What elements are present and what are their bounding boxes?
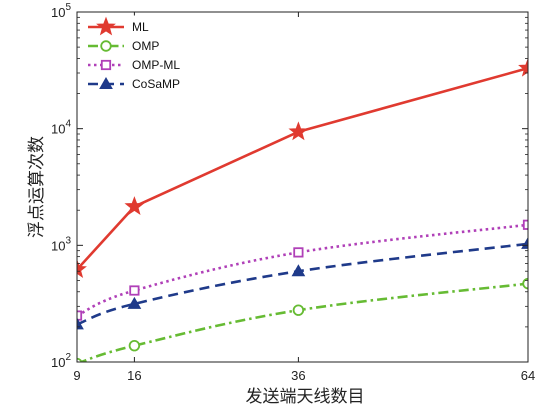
legend-item: ML	[88, 16, 149, 36]
series-line	[77, 282, 528, 362]
data-point	[292, 304, 305, 316]
y-tick-label: 105	[51, 2, 71, 20]
data-point	[77, 357, 83, 362]
legend-label: CoSaMP	[132, 77, 180, 91]
x-tick-label: 9	[73, 368, 80, 383]
legend-marker	[96, 16, 116, 36]
y-tick-label: 102	[51, 352, 71, 370]
legend-item: CoSaMP	[88, 76, 180, 91]
data-point	[77, 259, 87, 278]
legend-label: OMP-ML	[132, 58, 180, 72]
data-point	[77, 317, 84, 330]
legend-marker	[99, 76, 113, 89]
axes-box	[76, 11, 529, 363]
plot-curves	[77, 57, 528, 362]
series-ml	[77, 57, 528, 278]
x-tick-label: 64	[521, 368, 535, 383]
axis-ticks: 9 16 36 64 102 103 104 105	[51, 2, 535, 383]
y-tick-label: 103	[51, 235, 71, 253]
x-tick-label: 16	[127, 368, 141, 383]
series-line	[77, 242, 528, 326]
legend-marker	[100, 59, 112, 71]
legend-label: ML	[132, 20, 149, 34]
data-point	[522, 277, 528, 290]
data-point	[128, 339, 141, 352]
x-tick-label: 36	[291, 368, 305, 383]
y-tick-label: 104	[51, 119, 71, 137]
legend-item: OMP	[88, 39, 159, 53]
series-line	[77, 223, 528, 317]
data-point	[288, 121, 309, 141]
y-axis-label: 浮点运算次数	[27, 136, 47, 238]
series-line	[77, 66, 528, 271]
plot-axes	[76, 11, 529, 363]
data-point	[293, 247, 304, 258]
x-axis-label: 发送端天线数目	[246, 387, 365, 407]
legend-label: OMP	[132, 39, 159, 53]
series-omp	[77, 277, 528, 362]
legend: ML OMP OMP-ML CoSaMP	[83, 15, 207, 99]
data-point	[518, 57, 528, 77]
data-point	[127, 296, 142, 309]
data-point	[124, 196, 145, 215]
legend-marker	[100, 40, 112, 52]
data-point	[129, 285, 140, 296]
data-point	[291, 264, 306, 277]
legend-item: OMP-ML	[88, 58, 180, 72]
